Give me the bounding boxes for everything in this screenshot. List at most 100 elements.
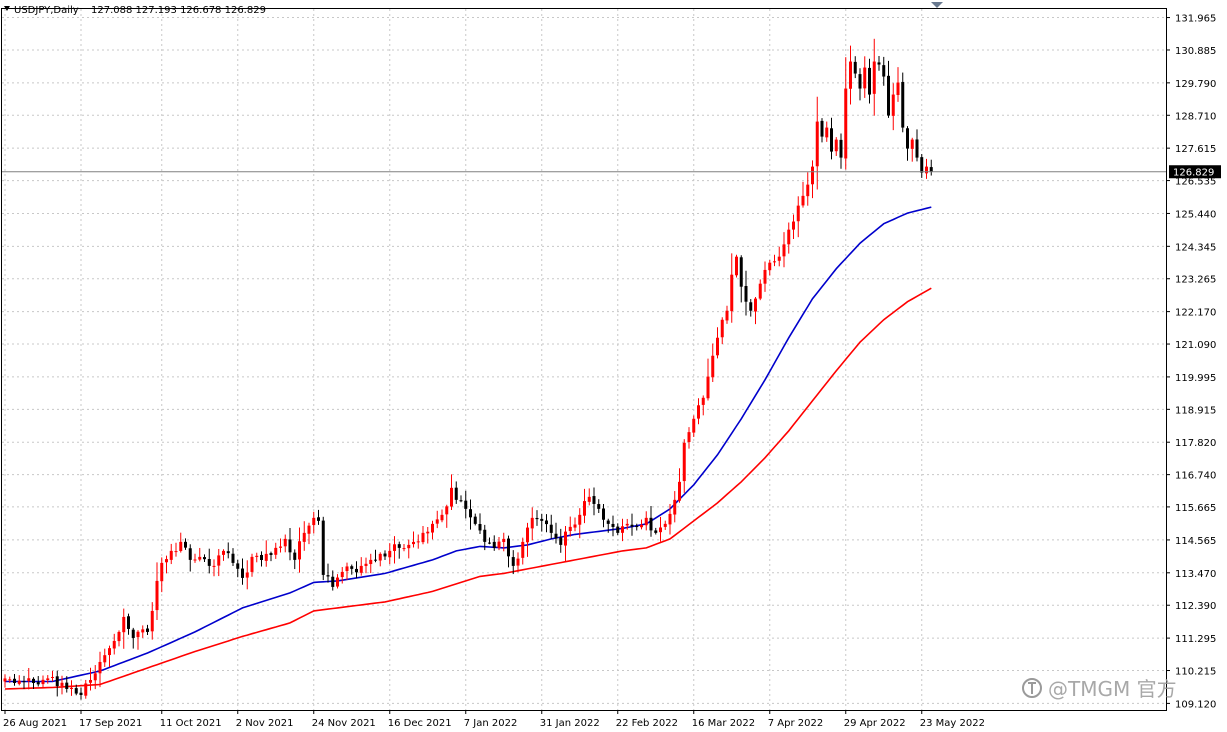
y-tick-label: 125.440	[1175, 209, 1216, 220]
candle-bullish	[179, 532, 183, 553]
ohlc-values: 127.088 127.193 126.678 126.829	[91, 5, 266, 16]
candle-body	[915, 139, 919, 158]
candle-bearish	[397, 541, 401, 559]
candle-body	[697, 405, 700, 419]
candle-bearish	[635, 523, 639, 531]
candle-body	[17, 680, 21, 684]
candle-bullish	[212, 559, 216, 577]
candle-body	[345, 566, 349, 572]
y-axis: 131.965 130.885 129.790 128.710 127.615 126.5…	[1166, 14, 1216, 710]
candle-bullish	[673, 491, 677, 523]
candle-body	[150, 610, 154, 632]
candle-body	[435, 519, 439, 524]
candle-body	[687, 432, 691, 443]
candle-body	[725, 310, 729, 321]
candle-body	[51, 676, 54, 678]
candle-bearish	[241, 558, 244, 585]
candle-body	[89, 679, 92, 683]
candle-bullish	[165, 555, 168, 574]
candle-bearish	[559, 528, 563, 553]
candle-bearish	[882, 56, 886, 86]
candle-bearish	[535, 510, 539, 526]
candle-bullish	[3, 674, 7, 688]
candle-bearish	[317, 509, 320, 525]
candle-body	[720, 319, 724, 338]
candle-body	[226, 551, 230, 554]
candle-bearish	[321, 516, 325, 581]
candle-body	[668, 513, 672, 525]
candle-bearish	[877, 55, 881, 71]
candle-bullish	[910, 137, 914, 162]
candle-body	[13, 678, 16, 683]
candle-bearish	[231, 548, 235, 566]
candle-body	[749, 302, 753, 311]
candle-body	[203, 557, 206, 560]
y-tick-label: 121.090	[1175, 340, 1216, 351]
candle-body	[165, 559, 168, 563]
candle-body	[602, 508, 605, 520]
candle-bearish	[906, 126, 909, 161]
candle-bearish	[478, 513, 482, 534]
candle-body	[383, 553, 387, 557]
candle-bullish	[706, 358, 710, 401]
candle-body	[578, 514, 582, 525]
candle-bullish	[155, 562, 159, 621]
candle-bearish	[606, 518, 610, 533]
candle-body	[478, 524, 482, 531]
x-tick-label: 31 Jan 2022	[540, 718, 600, 729]
candle-body	[459, 500, 463, 502]
candle-body	[663, 523, 667, 527]
candle-bullish	[730, 253, 734, 323]
candle-bullish	[89, 667, 92, 691]
current-price-tag-text: 126.829	[1173, 168, 1214, 179]
collapse-triangle-icon[interactable]	[4, 6, 10, 11]
candle-body	[554, 533, 558, 539]
candle-bullish	[777, 246, 781, 267]
candle-body	[673, 499, 677, 515]
x-tick-label: 2 Nov 2021	[236, 718, 294, 729]
candle-body	[806, 184, 810, 197]
watermark: @TMGM 官方	[1022, 677, 1177, 701]
chart-shift-marker-icon[interactable]	[931, 2, 943, 8]
y-tick-label: 111.295	[1175, 634, 1216, 645]
candle-body	[896, 82, 900, 95]
candle-body	[3, 678, 7, 682]
candle-bullish	[84, 679, 88, 699]
candle-body	[93, 673, 97, 681]
candle-body	[207, 559, 211, 566]
candle-bearish	[540, 513, 544, 532]
candle-bullish	[521, 537, 525, 565]
candle-bearish	[236, 559, 240, 578]
candle-body	[849, 61, 852, 89]
x-tick-label: 7 Jan 2022	[464, 718, 518, 729]
candle-bullish	[792, 214, 795, 240]
candle-bullish	[692, 415, 696, 437]
candle-bullish	[440, 509, 444, 523]
candle-bullish	[720, 317, 724, 345]
candle-bullish	[801, 181, 805, 208]
candle-body	[198, 556, 202, 560]
candle-body	[782, 244, 786, 257]
candle-body	[222, 550, 225, 555]
candle-body	[744, 286, 748, 302]
candle-body	[830, 128, 833, 152]
candle-body	[483, 529, 487, 542]
candle-body	[279, 546, 282, 548]
candle-body	[877, 62, 881, 65]
candle-body	[649, 517, 653, 531]
candle-bullish	[378, 552, 382, 567]
candle-bullish	[198, 547, 202, 562]
candle-bullish	[763, 261, 767, 292]
candle-bearish	[739, 255, 743, 303]
candle-bullish	[302, 521, 306, 551]
current-price-tag: 126.829	[1169, 165, 1221, 179]
candle-bullish	[587, 488, 591, 506]
candle-body	[492, 541, 496, 548]
candle-bearish	[654, 527, 658, 535]
candle-body	[659, 527, 662, 533]
candle-bullish	[345, 562, 349, 580]
candle-bearish	[13, 673, 16, 686]
candle-body	[597, 504, 601, 509]
candle-body	[521, 541, 525, 558]
